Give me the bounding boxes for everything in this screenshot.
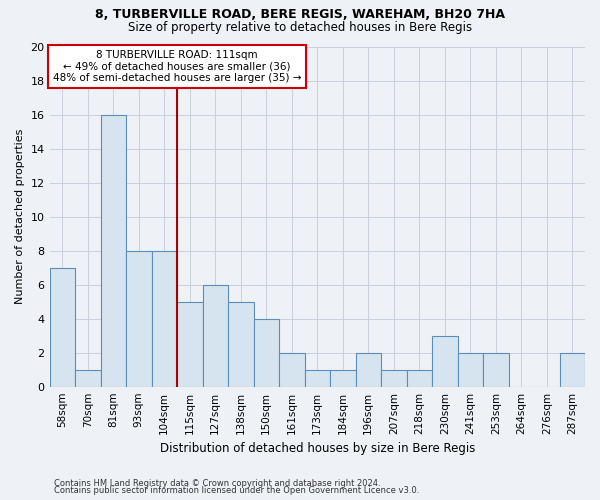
Y-axis label: Number of detached properties: Number of detached properties (15, 129, 25, 304)
Bar (101, 114, 126, 386)
Bar (381, 370, 407, 386)
Bar (126, 250, 152, 386)
Bar (203, 284, 228, 386)
Bar (279, 352, 305, 386)
Bar (356, 352, 381, 386)
Bar (483, 352, 509, 386)
Bar (254, 318, 279, 386)
Text: Size of property relative to detached houses in Bere Regis: Size of property relative to detached ho… (128, 21, 472, 34)
Bar (305, 370, 330, 386)
Bar (458, 352, 483, 386)
Bar (177, 302, 203, 386)
Bar (407, 370, 432, 386)
Bar (330, 370, 356, 386)
X-axis label: Distribution of detached houses by size in Bere Regis: Distribution of detached houses by size … (160, 442, 475, 455)
Bar (560, 352, 585, 386)
Text: Contains HM Land Registry data © Crown copyright and database right 2024.: Contains HM Land Registry data © Crown c… (54, 478, 380, 488)
Bar (228, 302, 254, 386)
Bar (152, 250, 177, 386)
Text: Contains public sector information licensed under the Open Government Licence v3: Contains public sector information licen… (54, 486, 419, 495)
Bar (50, 268, 75, 386)
Bar (432, 336, 458, 386)
Text: 8, TURBERVILLE ROAD, BERE REGIS, WAREHAM, BH20 7HA: 8, TURBERVILLE ROAD, BERE REGIS, WAREHAM… (95, 8, 505, 20)
Text: 8 TURBERVILLE ROAD: 111sqm
← 49% of detached houses are smaller (36)
48% of semi: 8 TURBERVILLE ROAD: 111sqm ← 49% of deta… (53, 50, 301, 83)
Bar (75, 370, 101, 386)
